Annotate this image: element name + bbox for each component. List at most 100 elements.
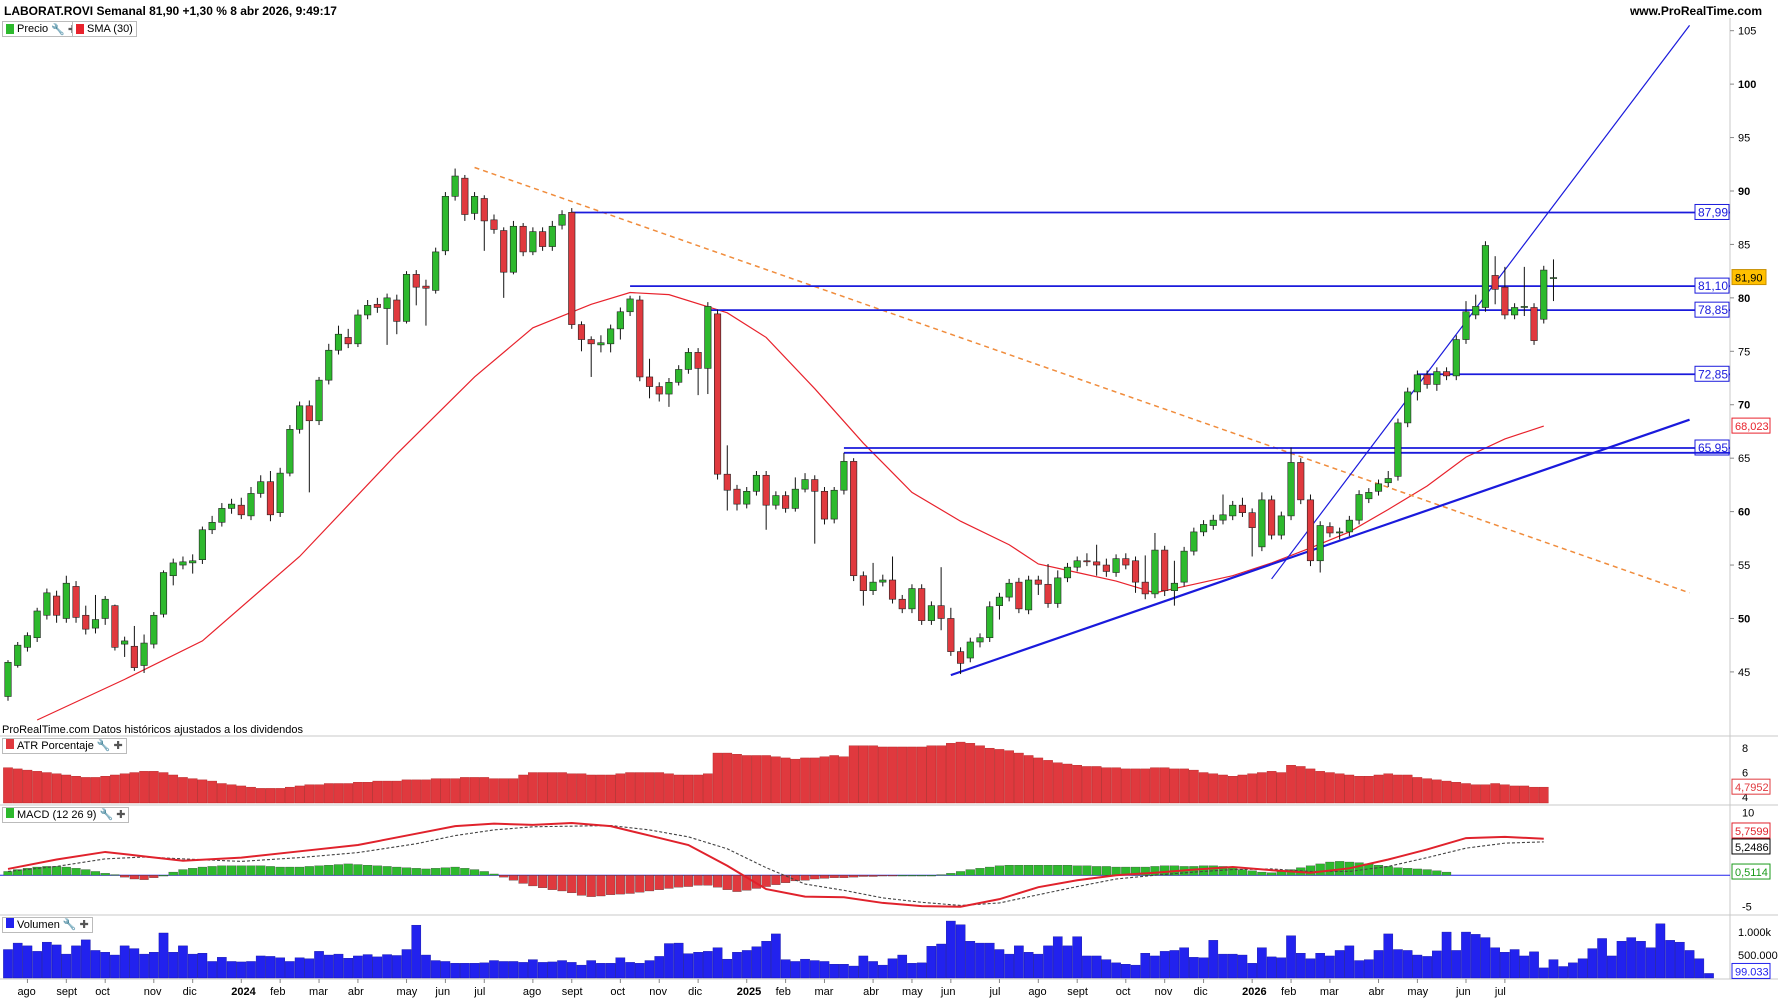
macd-histogram-bar — [1412, 868, 1422, 876]
macd-histogram-bar — [61, 866, 71, 876]
candle-body — [1443, 371, 1451, 377]
volume-bar — [411, 924, 422, 979]
plus-icon[interactable]: ✚ — [116, 809, 126, 821]
x-tick-label: abr — [1369, 986, 1385, 998]
candle-body — [820, 490, 829, 520]
volume-bar — [1159, 951, 1170, 979]
wrench-icon[interactable]: 🔧 — [51, 23, 65, 36]
atr-bar — [265, 788, 276, 804]
candle-body — [675, 369, 683, 383]
atr-bar — [51, 773, 62, 804]
wrench-icon[interactable]: 🔧 — [99, 809, 114, 821]
macd-histogram-bar — [985, 866, 995, 876]
volume-bar — [887, 958, 898, 979]
atr-bar — [246, 786, 256, 804]
macd-histogram-bar — [13, 869, 23, 876]
volume-bar — [1402, 950, 1413, 979]
atr-bar — [673, 774, 684, 804]
volume-bar — [421, 954, 431, 979]
volume-pane-label[interactable]: Volumen 🔧 ✚ — [2, 917, 93, 933]
x-tick-label: jun — [940, 986, 956, 998]
price-legend[interactable]: Precio 🔧 ✚ — [2, 21, 82, 37]
macd-line — [7, 821, 1544, 908]
candle-body — [228, 503, 236, 509]
atr-bar — [868, 745, 878, 804]
volume-bar — [51, 944, 62, 979]
macd-histogram-bar — [1373, 865, 1384, 876]
wrench-icon[interactable]: 🔧 — [96, 740, 111, 752]
atr-bar — [635, 772, 645, 804]
candle-body — [577, 324, 586, 340]
atr-bar — [800, 757, 810, 804]
atr-bar — [314, 784, 324, 804]
atr-bar — [1189, 769, 1199, 804]
macd-histogram-bar — [32, 866, 42, 876]
macd-histogram-bar — [703, 875, 713, 886]
macd-histogram-bar — [917, 875, 927, 877]
x-tick-label: ago — [523, 986, 541, 998]
volume-tick-label: 1.000k — [1738, 927, 1772, 939]
atr-bar — [751, 755, 762, 804]
macd-histogram-bar — [197, 866, 207, 876]
candle-body — [354, 314, 362, 345]
macd-histogram-bar — [265, 866, 275, 876]
atr-bar — [71, 776, 81, 804]
atr-bar — [712, 752, 723, 804]
macd-histogram-bar — [1354, 862, 1364, 876]
macd-histogram-bar — [1189, 866, 1199, 876]
macd-histogram-bar — [81, 869, 91, 876]
candle-body — [1190, 531, 1198, 552]
macd-histogram-bar — [771, 875, 781, 885]
volume-bar — [1470, 934, 1481, 979]
atr-bar — [401, 779, 412, 804]
macd-histogram-bar — [401, 867, 412, 876]
x-tick-label: nov — [144, 986, 162, 998]
candle-body — [1073, 560, 1081, 568]
volume-bar — [1169, 950, 1180, 979]
macd-histogram-bar — [110, 874, 120, 876]
volume-bar — [129, 948, 140, 979]
price-swatch-icon — [6, 24, 14, 34]
volume-bar — [605, 963, 616, 979]
volume-bar — [576, 964, 587, 979]
volume-bar — [819, 961, 830, 979]
candle-body — [393, 299, 401, 322]
atr-bar — [440, 778, 451, 804]
candle-body — [1549, 277, 1558, 279]
atr-bar — [1179, 768, 1189, 804]
volume-bar — [1606, 955, 1617, 979]
plus-icon[interactable]: ✚ — [79, 919, 89, 931]
atr-bar — [129, 772, 140, 804]
site-link[interactable]: www.ProRealTime.com — [1629, 4, 1762, 18]
atr-bar — [615, 773, 626, 804]
macd-histogram-bar — [71, 868, 81, 876]
macd-histogram-bar — [217, 865, 227, 876]
atr-bar — [32, 771, 42, 804]
volume-bar — [1480, 937, 1491, 979]
macd-histogram-bar — [1101, 866, 1111, 876]
volume-bar — [362, 954, 373, 979]
atr-bar — [1538, 786, 1549, 804]
macd-histogram-bar — [168, 871, 178, 876]
price-tick-label: 105 — [1738, 26, 1756, 38]
volume-bar — [916, 962, 927, 979]
candle-body — [121, 640, 129, 645]
volume-bar — [780, 959, 791, 979]
x-tick-label: feb — [270, 986, 285, 998]
volume-bar — [440, 961, 451, 979]
candle-body — [519, 225, 527, 253]
macd-histogram-bar — [227, 865, 237, 876]
plus-icon[interactable]: ✚ — [113, 740, 123, 752]
macd-histogram-bar — [1062, 865, 1073, 876]
macd-histogram-bar — [52, 866, 62, 876]
level-label: 78,85 — [1698, 303, 1728, 317]
atr-pane-label[interactable]: ATR Porcentaje 🔧 ✚ — [2, 738, 127, 754]
macd-histogram-bar — [1218, 866, 1228, 876]
wrench-icon[interactable]: 🔧 — [62, 919, 77, 931]
volume-bar — [926, 946, 937, 979]
macd-pane-label[interactable]: MACD (12 26 9) 🔧 ✚ — [2, 807, 130, 823]
price-tick-label: 50 — [1738, 613, 1750, 625]
candle-body — [344, 337, 352, 345]
sma-legend[interactable]: SMA (30) — [72, 21, 137, 37]
atr-bar — [1325, 772, 1335, 804]
